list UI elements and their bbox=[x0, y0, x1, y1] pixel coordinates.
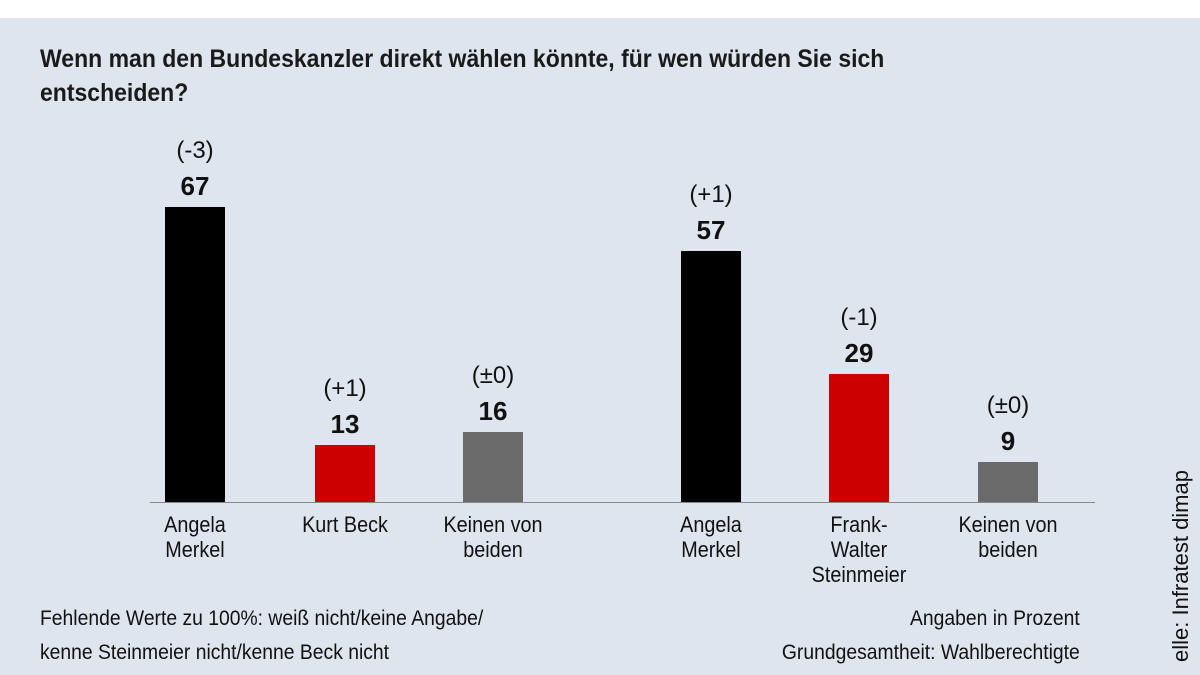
x-tick-label: Angela Merkel bbox=[164, 512, 226, 562]
x-tick-label: Kurt Beck bbox=[302, 512, 388, 537]
chart-title: Wenn man den Bundeskanzler direkt wählen… bbox=[40, 45, 885, 107]
note-right: Angaben in Prozent Grundgesamtheit: Wahl… bbox=[782, 602, 1080, 670]
value-label: 16 bbox=[478, 395, 508, 426]
value-label: 57 bbox=[696, 215, 726, 246]
change-label: (+1) bbox=[689, 181, 733, 209]
value-label: 9 bbox=[1000, 426, 1016, 457]
x-tick-label: Angela Merkel bbox=[680, 512, 742, 562]
change-label: (-3) bbox=[176, 137, 214, 165]
bar bbox=[681, 251, 741, 502]
note-line: Angaben in Prozent bbox=[910, 607, 1080, 630]
note-line: Grundgesamtheit: Wahlberechtigte bbox=[782, 641, 1080, 664]
value-label: 29 bbox=[844, 338, 874, 369]
bar bbox=[829, 374, 889, 502]
note-left: Fehlende Werte zu 100%: weiß nicht/keine… bbox=[40, 602, 483, 670]
change-label: (-1) bbox=[840, 304, 878, 332]
change-label: (±0) bbox=[986, 392, 1030, 420]
x-tick-label: Frank- Walter Steinmeier bbox=[811, 512, 907, 587]
bar bbox=[315, 444, 375, 502]
note-line: kenne Steinmeier nicht/kenne Beck nicht bbox=[40, 641, 390, 664]
x-tick-label: Keinen von beiden bbox=[443, 512, 543, 562]
bar bbox=[165, 207, 225, 502]
x-tick-label: Keinen von beiden bbox=[958, 512, 1058, 562]
note-line: Fehlende Werte zu 100%: weiß nicht/keine… bbox=[40, 607, 484, 630]
baseline bbox=[150, 502, 1095, 503]
bar bbox=[978, 462, 1038, 502]
change-label: (+1) bbox=[323, 374, 367, 402]
value-label: 13 bbox=[330, 408, 360, 439]
value-label: 67 bbox=[180, 171, 210, 202]
source: elle: Infratest dimap bbox=[1168, 470, 1193, 662]
change-label: (±0) bbox=[471, 361, 515, 389]
bar bbox=[463, 431, 523, 502]
